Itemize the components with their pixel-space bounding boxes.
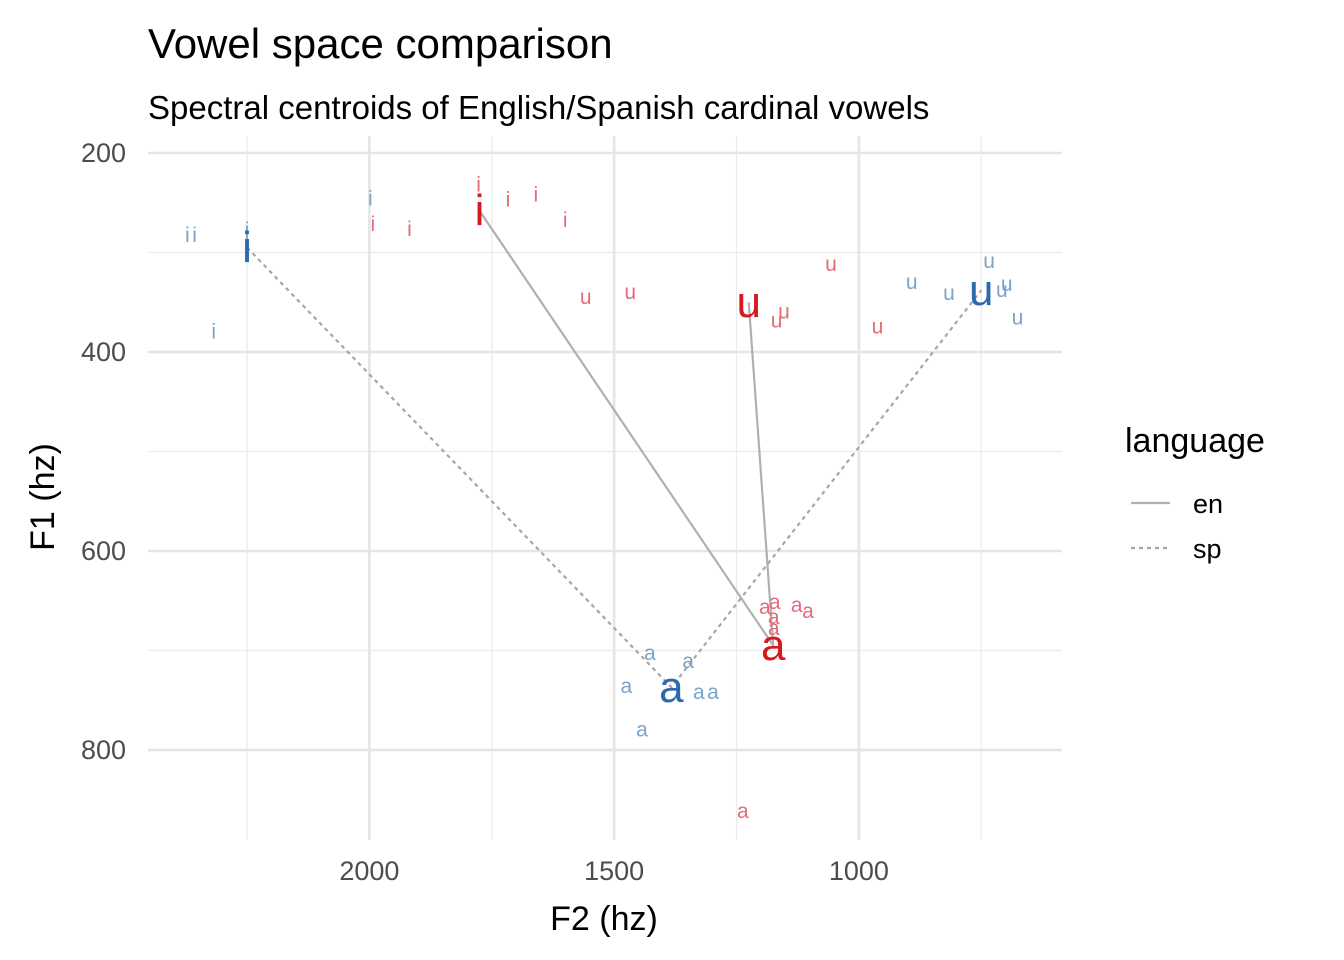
vowel-token-en-i: i <box>476 173 481 196</box>
vowel-token-en-a: a <box>737 800 749 823</box>
vowel-token-en-i: i <box>407 218 412 241</box>
vowel-token-en-u: u <box>771 310 783 333</box>
x-axis-ticks: 2000 1500 1000 <box>339 856 889 886</box>
x-tick-label: 1500 <box>584 856 644 886</box>
vowel-triangle-lines <box>246 210 983 689</box>
y-tick-label: 400 <box>81 337 126 367</box>
legend-title: language <box>1125 422 1265 460</box>
vowel-token-sp-i: i <box>185 224 190 247</box>
vowel-token-sp-i: i <box>245 219 250 242</box>
vowel-centroid-en-a: a <box>761 621 786 670</box>
y-axis-title: F1 (hz) <box>24 443 62 551</box>
vowel-token-sp-a: a <box>707 681 719 704</box>
vowel-token-sp-u: u <box>943 282 955 305</box>
vowel-token-sp-u: u <box>983 250 995 273</box>
vowel-token-sp-i: i <box>368 187 373 210</box>
vowel-token-en-a: a <box>759 596 771 619</box>
vowel-line-en <box>478 210 775 650</box>
vowel-token-en-a: a <box>769 591 781 614</box>
vowel-token-sp-a: a <box>636 719 648 742</box>
vowel-centroid-en-i: i <box>475 186 485 235</box>
legend: language en sp <box>1125 422 1265 564</box>
vowel-token-en-i: i <box>506 188 511 211</box>
vowel-token-en-i: i <box>563 209 568 232</box>
vowel-token-en-u: u <box>778 301 790 324</box>
vowel-token-en-a: a <box>768 606 780 629</box>
vowel-token-sp-u: u <box>996 279 1008 302</box>
vowel-centroid-sp-i: i <box>242 223 252 272</box>
vowel-token-sp-a: a <box>621 675 633 698</box>
y-axis-ticks: 200 400 600 800 <box>81 138 126 765</box>
vowel-token-en-u: u <box>580 286 592 309</box>
vowel-token-en-a: a <box>791 594 803 617</box>
y-tick-label: 200 <box>81 138 126 168</box>
vowel-token-sp-i: i <box>245 243 250 266</box>
y-tick-label: 600 <box>81 536 126 566</box>
vowel-centroid-sp-a: a <box>659 663 684 712</box>
chart-subtitle: Spectral centroids of English/Spanish ca… <box>148 89 929 126</box>
vowel-token-sp-a: a <box>644 642 656 665</box>
x-tick-label: 1000 <box>829 856 889 886</box>
vowel-token-en-a: a <box>802 600 814 623</box>
vowel-token-en-i: i <box>370 213 375 236</box>
vowel-centroid-sp-u: u <box>969 266 993 315</box>
vowel-token-sp-u: u <box>1012 307 1024 330</box>
chart-title: Vowel space comparison <box>148 20 613 67</box>
vowel-token-sp-i: i <box>192 224 197 247</box>
legend-label-sp: sp <box>1193 534 1222 564</box>
vowel-token-en-a: a <box>768 617 780 640</box>
y-tick-label: 800 <box>81 735 126 765</box>
vowel-token-sp-a: a <box>682 650 694 673</box>
vowel-token-sp-i: i <box>211 321 216 344</box>
vowel-token-en-u: u <box>825 253 837 276</box>
x-tick-label: 2000 <box>339 856 399 886</box>
vowel-centroids: i u a i u a <box>242 186 993 712</box>
x-axis-title: F2 (hz) <box>550 900 658 938</box>
vowel-token-sp-u: u <box>906 271 918 294</box>
vowel-token-en-i: i <box>533 183 538 206</box>
grid-minor <box>148 136 1062 840</box>
vowel-centroid-en-u: u <box>736 278 760 327</box>
vowel-token-sp-i: i <box>245 230 250 253</box>
vowel-line-sp <box>246 246 983 689</box>
vowel-token-sp-u: u <box>1001 273 1013 296</box>
legend-label-en: en <box>1193 489 1223 519</box>
vowel-token-en-u: u <box>872 316 884 339</box>
vowel-token-sp-a: a <box>693 681 705 704</box>
vowel-token-en-u: u <box>624 281 636 304</box>
grid-major <box>148 136 1062 840</box>
